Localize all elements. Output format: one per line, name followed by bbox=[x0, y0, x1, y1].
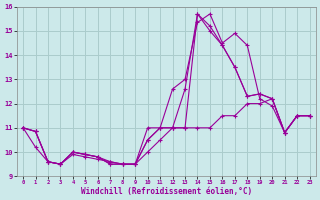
X-axis label: Windchill (Refroidissement éolien,°C): Windchill (Refroidissement éolien,°C) bbox=[81, 187, 252, 196]
